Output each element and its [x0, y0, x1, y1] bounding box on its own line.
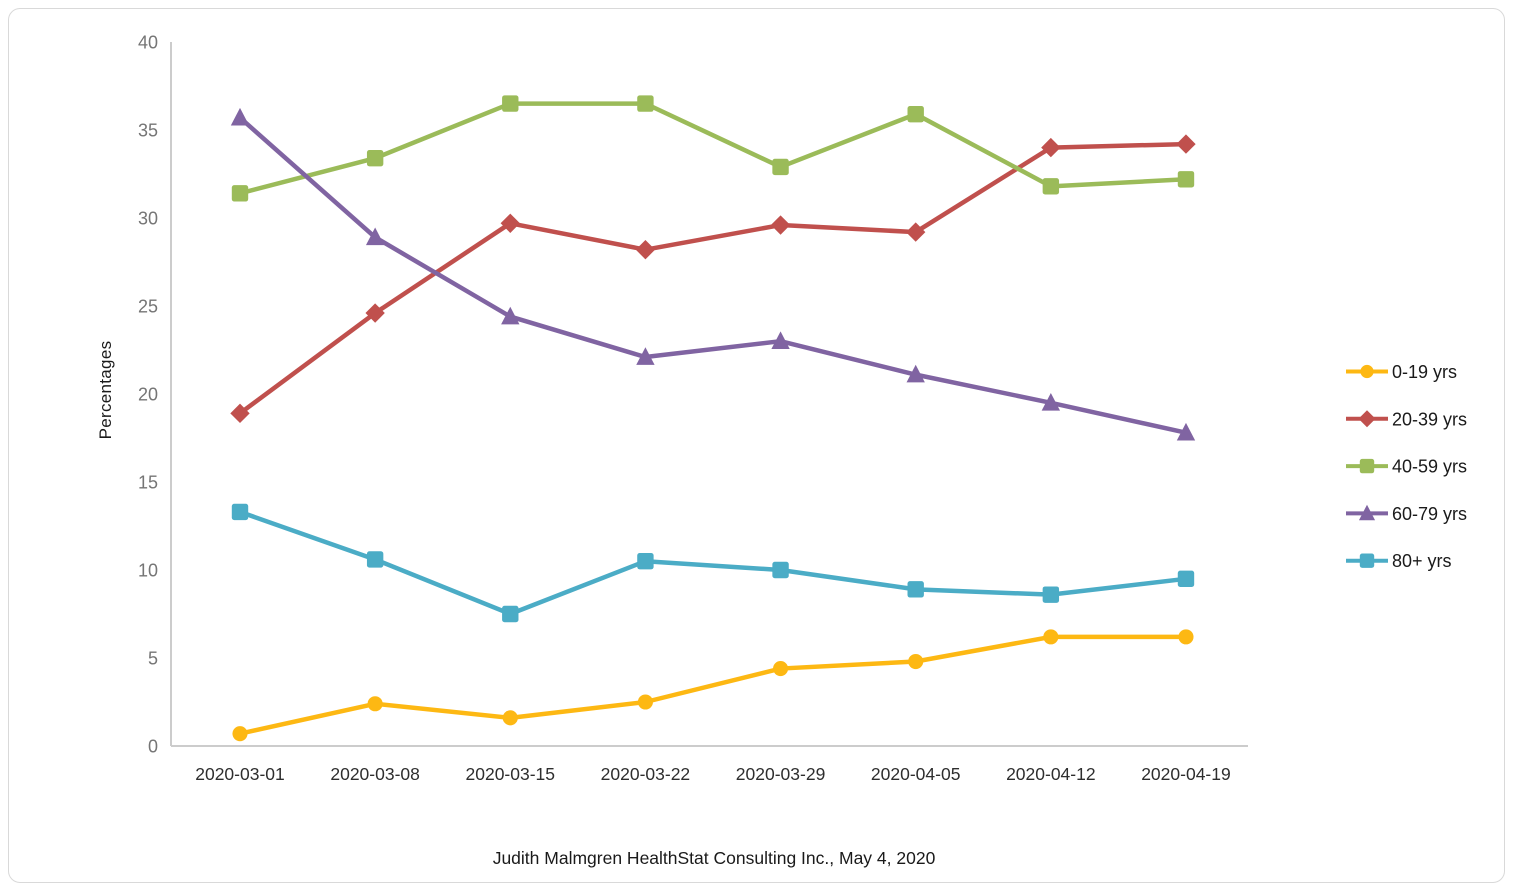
y-tick-label: 35: [138, 121, 158, 141]
data-point-marker: [1176, 422, 1196, 441]
data-point-marker: [1177, 171, 1195, 188]
legend: 0-19 yrs 20-39 yrs 40-59 yrs 60-79 yrs 80+ y…: [1346, 362, 1467, 571]
data-point-marker: [906, 364, 925, 383]
legend-marker-circle-icon: [1360, 364, 1374, 379]
y-tick-label: 20: [138, 385, 158, 405]
y-tick-label: 10: [138, 561, 158, 581]
data-point-marker: [1042, 178, 1060, 195]
x-tick-label: 2020-04-19: [1141, 764, 1231, 784]
data-point-marker: [501, 306, 520, 325]
legend-item: 0-19 yrs: [1346, 362, 1457, 382]
legend-marker-square-icon: [1359, 553, 1375, 568]
data-point-marker: [907, 105, 924, 123]
data-point-marker: [637, 95, 654, 112]
data-point-marker: [1177, 570, 1195, 587]
legend-item: 40-59 yrs: [1346, 457, 1467, 477]
data-point-marker: [637, 694, 653, 710]
legend-marker-triangle-icon: [1358, 504, 1376, 521]
data-point-marker: [500, 213, 520, 233]
data-point-marker: [1043, 629, 1059, 645]
data-point-marker: [907, 581, 924, 598]
legend-item: 20-39 yrs: [1346, 409, 1467, 429]
data-point-marker: [772, 561, 789, 579]
y-tick-labels: 0 5 10 15 20 25 30 35 40: [138, 33, 158, 757]
data-point-marker: [502, 710, 518, 726]
data-point-marker: [773, 661, 789, 677]
series-line: [237, 141, 1189, 416]
legend-marker-square-icon: [1359, 458, 1375, 474]
y-axis-title: Percentages: [96, 340, 115, 440]
x-tick-label: 2020-03-22: [601, 764, 691, 784]
y-tick-label: 15: [138, 473, 158, 493]
data-point-marker: [230, 107, 250, 126]
series-40-59-yrs: [231, 95, 1195, 202]
series-20-39-yrs: [230, 134, 1196, 424]
x-tick-label: 2020-04-12: [1006, 764, 1096, 784]
legend-marker-diamond-icon: [1358, 410, 1376, 428]
y-tick-label: 0: [148, 737, 158, 757]
x-tick-label: 2020-03-08: [330, 764, 420, 784]
data-point-marker: [1041, 137, 1061, 158]
legend-label: 40-59 yrs: [1392, 457, 1467, 477]
caption: Judith Malmgren HealthStat Consulting In…: [492, 848, 936, 868]
x-tick-labels: 2020-03-01 2020-03-08 2020-03-15 2020-03-22…: [195, 764, 1231, 784]
data-point-marker: [366, 551, 384, 568]
data-point-marker: [230, 403, 250, 424]
data-point-marker: [502, 605, 519, 623]
series-line: [237, 115, 1189, 435]
legend-item: 80+ yrs: [1346, 551, 1452, 571]
data-point-marker: [1041, 392, 1061, 411]
legend-label: 0-19 yrs: [1392, 362, 1457, 382]
data-point-marker: [772, 158, 789, 176]
data-point-marker: [231, 185, 249, 202]
legend-label: 20-39 yrs: [1392, 409, 1467, 429]
series-line: [237, 101, 1189, 196]
y-tick-label: 25: [138, 297, 158, 317]
data-point-marker: [1176, 134, 1196, 154]
series-line: [237, 634, 1189, 736]
data-point-marker: [231, 503, 249, 521]
data-point-marker: [1042, 586, 1060, 603]
axes: [170, 42, 1248, 747]
data-point-marker: [771, 331, 790, 349]
legend-label: 80+ yrs: [1392, 551, 1452, 571]
legend-item: 60-79 yrs: [1346, 504, 1467, 524]
series-line: [237, 509, 1189, 617]
data-point-marker: [502, 95, 519, 112]
data-point-marker: [770, 215, 791, 235]
data-point-marker: [635, 240, 656, 260]
data-point-marker: [367, 696, 383, 712]
data-point-marker: [637, 553, 654, 570]
data-point-marker: [908, 653, 924, 670]
y-tick-label: 40: [138, 33, 158, 53]
x-tick-label: 2020-04-05: [871, 764, 961, 784]
series-60-79-yrs: [230, 107, 1196, 441]
x-tick-label: 2020-03-15: [466, 764, 556, 784]
data-point-marker: [906, 222, 926, 242]
series-80+-yrs: [231, 503, 1195, 623]
data-point-marker: [365, 303, 385, 323]
data-point-marker: [1178, 629, 1194, 645]
data-point-marker: [365, 227, 385, 246]
data-series: [230, 95, 1196, 742]
y-tick-label: 5: [148, 649, 158, 669]
legend-label: 60-79 yrs: [1392, 504, 1467, 524]
x-tick-label: 2020-03-01: [195, 764, 285, 784]
y-tick-label: 30: [138, 209, 158, 229]
series-0-19-yrs: [232, 629, 1194, 742]
data-point-marker: [366, 149, 384, 167]
x-tick-label: 2020-03-29: [736, 764, 826, 784]
data-point-marker: [232, 726, 248, 742]
data-point-marker: [636, 347, 655, 365]
